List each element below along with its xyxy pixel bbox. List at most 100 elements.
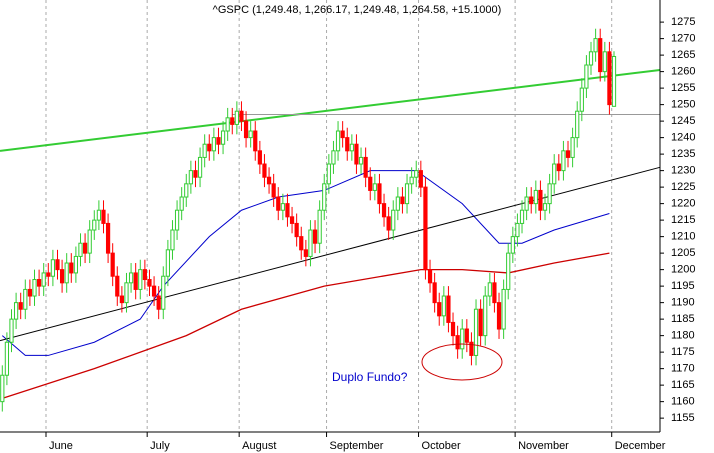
candle-body — [165, 249, 170, 277]
candle-body — [294, 222, 299, 238]
x-tick-label: June — [49, 440, 73, 452]
y-tick-label: 1205 — [671, 247, 695, 259]
y-tick-label: 1180 — [671, 330, 695, 342]
x-tick-label: September — [330, 440, 384, 452]
candle-body — [460, 328, 465, 350]
candle-body — [36, 279, 42, 287]
y-tick-label: 1270 — [671, 33, 695, 45]
candle-body — [119, 295, 124, 304]
candle-body — [529, 196, 534, 205]
candle-body — [492, 282, 497, 304]
y-tick-label: 1265 — [671, 49, 695, 61]
candle-body — [607, 51, 612, 106]
annotation: Duplo Fundo? — [332, 370, 408, 384]
candle-body — [133, 272, 138, 290]
candle-body — [487, 282, 492, 297]
candle-body — [59, 269, 65, 284]
candle-body — [322, 183, 327, 211]
candle-body — [579, 87, 584, 112]
y-tick-label: 1200 — [671, 264, 695, 276]
candle-body — [32, 279, 37, 297]
candle-body — [611, 55, 617, 107]
candle-body — [151, 285, 157, 297]
candle-body — [418, 170, 423, 188]
candle-body — [386, 216, 391, 231]
candle-body — [538, 189, 543, 211]
annotation-ellipse — [421, 343, 503, 381]
y-tick-label: 1185 — [671, 313, 695, 325]
candle-body — [437, 302, 442, 317]
y-tick-label: 1210 — [671, 231, 695, 243]
candle-body — [358, 156, 364, 165]
y-tick-label: 1230 — [671, 165, 695, 177]
y-tick-label: 1215 — [671, 214, 695, 226]
candle-body — [197, 156, 203, 178]
candle-body — [381, 203, 387, 218]
candle-body — [179, 196, 184, 211]
x-tick-label: October — [422, 440, 461, 452]
candle-body — [533, 189, 538, 205]
candle-body — [239, 110, 244, 122]
candle-body — [262, 163, 267, 178]
candle-body — [188, 170, 193, 185]
candle-body — [326, 163, 331, 185]
candle-body — [156, 295, 161, 310]
candle-body — [519, 209, 525, 224]
candle-body — [427, 269, 433, 284]
candle-body — [101, 209, 106, 224]
candle-body — [542, 203, 548, 211]
candle-body — [400, 196, 405, 205]
candle-body — [170, 229, 175, 251]
candle-body — [105, 222, 111, 254]
candle-body — [87, 229, 92, 254]
candle-body — [473, 308, 479, 356]
candle-body — [266, 176, 272, 185]
candle-body — [446, 295, 451, 323]
candle-body — [506, 252, 511, 290]
candle-body — [216, 137, 221, 145]
candle-body — [0, 374, 5, 403]
candle-body — [441, 295, 446, 317]
candle-body — [96, 209, 101, 221]
candle-body — [377, 183, 382, 205]
y-tick-label: 1195 — [671, 280, 695, 292]
candle-body — [46, 272, 51, 277]
candle-body — [308, 229, 313, 257]
y-tick-label: 1245 — [671, 115, 695, 127]
candle-body — [395, 196, 400, 211]
x-tick-label: December — [615, 440, 666, 452]
candle-body — [248, 130, 253, 139]
y-tick-label: 1255 — [671, 82, 695, 94]
candle-body — [515, 222, 520, 238]
candle-body — [9, 318, 14, 343]
candle-body — [142, 269, 147, 281]
candle-body — [349, 143, 354, 152]
y-tick-label: 1160 — [671, 396, 695, 408]
candle-body — [174, 209, 180, 231]
chart-title: ^GSPC (1,249.48, 1,266.17, 1,249.48, 1,2… — [213, 4, 502, 16]
candle-body — [78, 242, 83, 257]
candle-body — [184, 183, 189, 198]
candle-body — [82, 242, 88, 254]
candle-body — [598, 38, 603, 73]
candle-body — [340, 130, 345, 139]
candle-body — [207, 143, 212, 152]
candle-body — [73, 255, 78, 274]
candle-body — [335, 130, 341, 152]
candle-body — [92, 219, 97, 231]
candle-body — [570, 137, 575, 158]
candle-body — [409, 176, 414, 185]
candle-body — [41, 272, 46, 287]
candle-body — [147, 279, 152, 287]
candle-body — [4, 341, 10, 376]
y-tick-label: 1155 — [671, 412, 695, 424]
candle-body — [124, 282, 129, 304]
candle-body — [450, 321, 456, 337]
candle-body — [55, 259, 60, 271]
candle-body — [483, 295, 488, 337]
y-tick-label: 1175 — [671, 346, 695, 358]
candle-body — [243, 120, 249, 139]
candle-body — [565, 150, 571, 158]
candle-body — [464, 328, 469, 343]
